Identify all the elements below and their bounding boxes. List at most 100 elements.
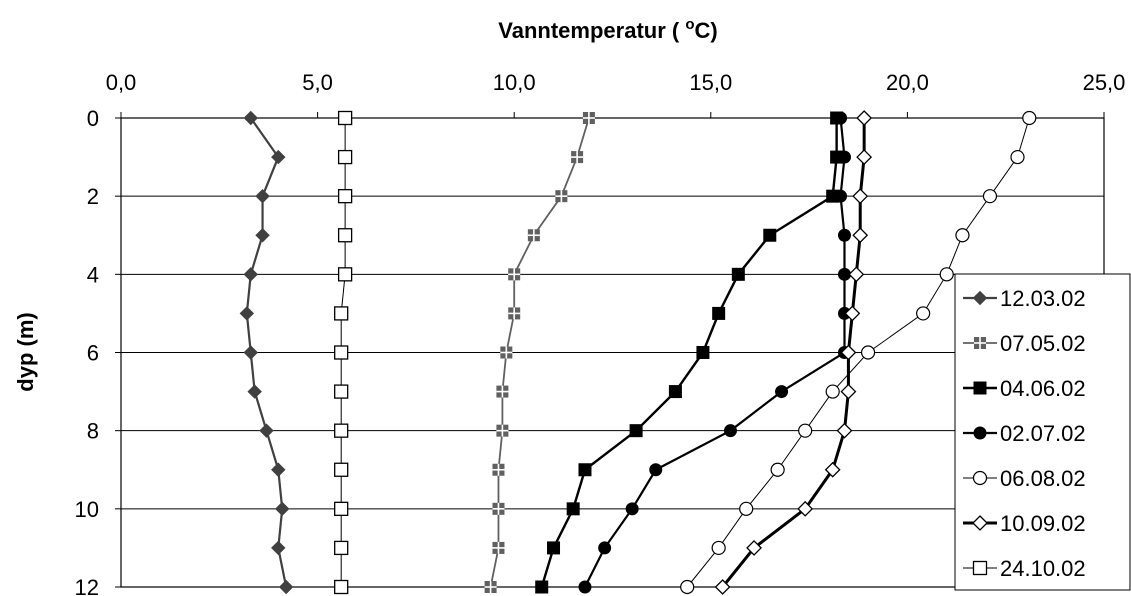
x-axis-title: Vanntemperatur ( oC) [498, 16, 717, 43]
legend-item: 04.06.02 [963, 376, 1086, 401]
data-point [712, 306, 726, 320]
y-tick-label: 0 [87, 106, 99, 131]
data-point [243, 267, 258, 282]
data-point [259, 423, 274, 438]
data-point [334, 501, 349, 516]
data-point [840, 344, 857, 361]
data-point [972, 560, 988, 576]
x-tick-label: 5,0 [302, 70, 333, 95]
data-point [696, 346, 710, 359]
data-point [239, 306, 255, 321]
data-point [337, 267, 353, 282]
legend-label: 04.06.02 [1000, 376, 1086, 401]
data-point [243, 110, 258, 126]
data-point [955, 228, 970, 243]
y-tick-label: 8 [87, 419, 99, 444]
data-point [848, 266, 865, 283]
data-point [723, 424, 737, 438]
data-point [334, 423, 349, 438]
data-point [243, 345, 258, 360]
data-point [825, 384, 840, 399]
data-point [972, 470, 988, 486]
data-point [731, 267, 745, 281]
x-tick-label: 25,0 [1083, 70, 1126, 95]
data-point [337, 228, 353, 243]
data-point [916, 306, 931, 321]
data-point [625, 502, 639, 516]
series-12.03.02 [239, 110, 294, 595]
legend-label: 10.09.02 [1000, 511, 1086, 536]
data-point [860, 345, 876, 360]
data-point [255, 188, 270, 204]
x-tick-label: 20,0 [886, 70, 929, 95]
data-point [972, 515, 988, 531]
legend-label: 24.10.02 [1000, 556, 1086, 581]
data-point [837, 228, 851, 242]
data-point [508, 307, 521, 320]
data-point [271, 540, 286, 556]
data-point [837, 150, 851, 164]
data-point [582, 112, 595, 124]
legend-label: 12.03.02 [1000, 286, 1086, 311]
data-point [629, 424, 643, 438]
y-tick-label: 6 [87, 341, 99, 366]
y-tick-label: 10 [75, 497, 99, 522]
data-point [711, 540, 726, 556]
data-point [798, 423, 813, 438]
data-point [834, 111, 848, 125]
data-point [527, 229, 540, 242]
legend-item: 02.07.02 [963, 421, 1086, 446]
data-point [337, 189, 353, 204]
data-point [271, 462, 286, 477]
data-point [484, 581, 497, 593]
data-point [334, 540, 349, 556]
x-tick-label: 10,0 [493, 70, 536, 95]
data-point [714, 579, 731, 595]
data-point [334, 345, 349, 360]
data-point [255, 228, 270, 243]
data-point [555, 190, 568, 203]
data-point [770, 462, 785, 477]
x-tick-label: 15,0 [689, 70, 732, 95]
data-point [852, 188, 869, 205]
legend-label: 07.05.02 [1000, 331, 1086, 356]
data-point [852, 227, 869, 244]
data-point [668, 385, 682, 399]
data-point [836, 422, 853, 439]
data-point [973, 381, 987, 395]
data-point [746, 539, 762, 556]
data-point [598, 541, 612, 555]
data-point [1010, 149, 1025, 165]
data-point [824, 461, 841, 478]
data-point [973, 426, 987, 440]
series-10.09.02 [714, 110, 873, 595]
series-24.10.02 [334, 110, 353, 595]
data-point [500, 346, 513, 359]
y-tick-label: 12 [75, 575, 99, 596]
legend-item: 10.09.02 [963, 511, 1086, 536]
data-point [649, 463, 663, 477]
data-point [972, 290, 988, 306]
data-point [535, 580, 549, 594]
data-point [337, 110, 353, 126]
y-axis-title: dyp (m) [13, 312, 38, 391]
data-point [492, 541, 505, 554]
data-point [571, 151, 584, 164]
legend-label: 06.08.02 [1000, 466, 1086, 491]
legend-item: 06.08.02 [963, 466, 1086, 491]
data-point [334, 462, 349, 477]
data-point [982, 189, 998, 204]
data-point [278, 579, 294, 595]
data-point [856, 149, 873, 166]
data-point [492, 463, 505, 476]
data-point [247, 384, 262, 399]
legend-item: 07.05.02 [963, 331, 1086, 356]
data-point [837, 267, 851, 281]
data-point [334, 306, 349, 321]
data-point [508, 268, 521, 281]
data-point [939, 267, 954, 282]
data-point [578, 463, 592, 477]
data-point [492, 502, 505, 515]
data-point [797, 500, 814, 517]
